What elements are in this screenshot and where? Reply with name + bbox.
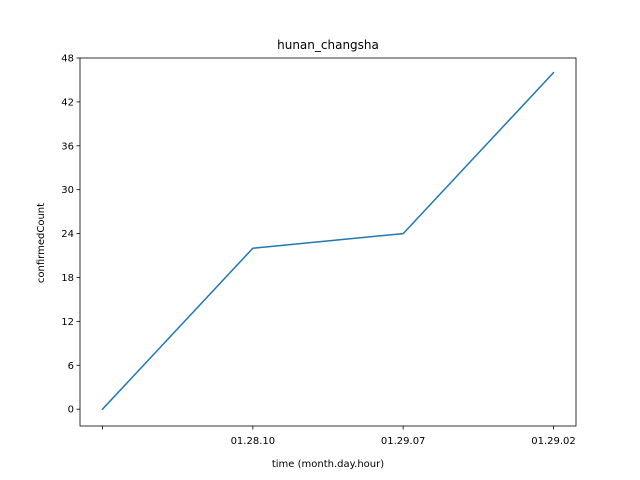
x-tick-label: 01.29.07 (381, 436, 426, 447)
y-tick-label: 18 (61, 273, 74, 284)
y-tick-label: 6 (68, 361, 74, 372)
y-tick-label: 42 (61, 97, 74, 108)
plot-area: 0 6 12 18 24 30 36 42 48 01.28.10 01.29.07 01.29.02 (61, 54, 577, 447)
plot-frame (79, 57, 577, 427)
y-tick-label: 0 (68, 405, 74, 416)
y-tick-label: 30 (61, 185, 74, 196)
x-tick-label: 01.28.10 (231, 436, 276, 447)
y-tick-label: 36 (61, 141, 74, 152)
y-tick-label: 48 (61, 54, 74, 65)
y-tick-label: 12 (61, 317, 74, 328)
y-axis-label: confirmedCount (36, 203, 47, 283)
series-line (101, 71, 555, 411)
x-tick-label: 01.29.02 (531, 436, 576, 447)
chart-title: hunan_changsha (277, 38, 379, 52)
y-tick-label: 24 (61, 229, 74, 240)
x-axis-label: time (month.day.hour) (272, 459, 384, 470)
